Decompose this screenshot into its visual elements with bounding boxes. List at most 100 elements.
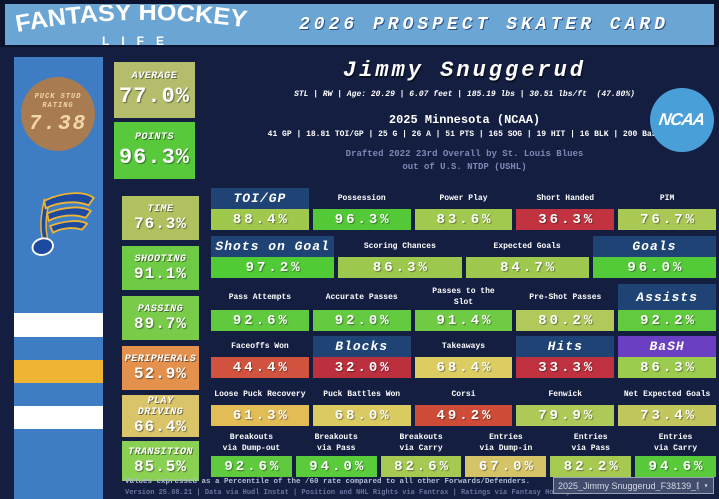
stat-value: 82.2% [550,456,632,477]
stat-cell-scoring-chances: Scoring Chances 86.3% [338,236,462,278]
badge-value: 85.5% [133,457,187,476]
footnote-percentile: Values expressed as a Percentile of the … [125,478,531,486]
gold-stripe [14,360,103,383]
file-selector-dropdown[interactable]: 2025_Jimmy Snuggerud_F38139_N... ▾ [553,477,714,494]
stat-label: Entries via Dump-in [479,433,533,453]
stat-label: Passes to the Slot [432,287,495,307]
stat-cell-power-play: Power Play 83.6% [414,188,513,230]
stat-row-passing: Pass Attempts 92.6% Accurate Passes 92.0… [211,284,716,331]
badge-label: PLAY DRIVING [137,396,184,418]
stat-value: 97.2% [211,257,335,278]
svg-text:FANTASY HOCKEY: FANTASY HOCKEY [13,5,248,37]
stat-label: Goals [592,236,716,257]
category-badge-average: AVERAGE 77.0% [114,62,195,118]
badge-value: 66.4% [133,418,187,436]
fantasy-hockey-arched-logo-icon: FANTASY HOCKEY [13,0,248,38]
team-color-bar: PUCK STUD RATING 7.38 [14,57,103,499]
season-stat-line: 41 GP | 18.81 TOI/GP | 25 G | 26 A | 51 … [267,130,662,139]
stat-cell-toi-gp: TOI/GP 88.4% [211,188,309,230]
stat-cell-loose-puck-recovery: Loose Puck Recovery 61.3% [211,384,309,426]
season-team: 2025 Minnesota (NCAA) [388,113,541,127]
stat-cell-pre-shot-passes: Pre-Shot Passes 80.2% [516,284,615,331]
stat-cell-short-handed: Short Handed 36.3% [516,188,615,230]
stat-label: Faceoffs Won [231,342,289,351]
stat-label: Breakouts via Carry [399,433,443,453]
stat-value: 86.3% [338,257,462,278]
puck-stud-rating-badge: PUCK STUD RATING 7.38 [21,77,95,151]
player-name: Jimmy Snuggerud [342,58,587,83]
category-badge-play-driving: PLAY DRIVING 66.4% [122,395,199,437]
badge-label: TRANSITION [127,446,193,458]
stat-label: Short Handed [536,194,595,203]
page-title: 2026 PROSPECT SKATER CARD [298,15,670,35]
stat-value: 76.7% [618,209,716,230]
stat-value: 92.2% [618,310,716,331]
stat-cell-goals: Goals 96.0% [592,236,716,278]
stat-label: PIM [659,194,675,203]
stat-value: 91.4% [414,310,513,331]
stat-value: 94.0% [295,456,377,477]
stat-label: Takeaways [441,342,486,351]
stat-cell-corsi: Corsi 49.2% [414,384,513,426]
category-badge-points: POINTS 96.3% [114,122,195,179]
stat-cell-breakouts-dump-out: Breakouts via Dump-out 92.6% [211,430,292,477]
draft-info-line1: Drafted 2022 23rd Overall by St. Louis B… [345,149,584,159]
category-badge-time: TIME 76.3% [122,196,199,240]
stat-label: Entries via Carry [653,433,698,453]
stat-cell-takeaways: Takeaways 68.4% [414,336,513,378]
stat-label: Entries via Pass [571,433,610,453]
stat-grid: TOI/GP 88.4% Possession 96.3% Power Play… [211,188,716,477]
player-bio-line: STL | RW | Age: 20.29 | 6.07 feet | 185.… [294,90,635,99]
stat-cell-shots-on-goal: Shots on Goal 97.2% [211,236,335,278]
stat-cell-entries-pass: Entries via Pass 82.2% [550,430,632,477]
stat-row-play-driving: Loose Puck Recovery 61.3% Puck Battles W… [211,384,716,426]
stat-value: 94.6% [635,456,716,477]
stat-value: 82.6% [380,456,462,477]
draft-info-line2: out of U.S. NTDP (USHL) [402,162,527,172]
stat-cell-possession: Possession 96.3% [312,188,411,230]
white-stripe [14,313,103,337]
stat-value: 86.3% [618,357,716,378]
stat-label: Breakouts via Pass [314,433,358,453]
stat-row-peripherals: Faceoffs Won 44.4% Blocks 32.0% Takeaway… [211,336,716,378]
stat-value: 44.4% [211,357,309,378]
stat-label: Shots on Goal [211,236,335,257]
stat-label: Loose Puck Recovery [214,390,306,399]
stat-label: Net Expected Goals [623,390,711,399]
ncaa-logo-text: NCAA [658,110,706,129]
stat-value: 88.4% [211,209,309,230]
stat-value: 33.3% [516,357,615,378]
category-badge-passing: PASSING 89.7% [122,296,199,340]
stat-value: 32.0% [312,357,411,378]
stat-label: Pre-Shot Passes [529,292,602,302]
ncaa-logo-icon: NCAA [650,88,714,152]
stat-row-shooting: Shots on Goal 97.2% Scoring Chances 86.3… [211,236,716,278]
stat-label: Expected Goals [493,242,561,251]
stat-label: Breakouts via Dump-out [222,433,281,453]
chevron-down-icon[interactable]: ▾ [698,480,713,491]
stat-cell-breakouts-carry: Breakouts via Carry 82.6% [380,430,462,477]
stat-row-transition: Breakouts via Dump-out 92.6% Breakouts via… [211,430,716,477]
stat-cell-blocks: Blocks 32.0% [312,336,411,378]
stat-label: Assists [618,284,716,310]
stat-label: Puck Battles Won [323,390,401,399]
stat-cell-entries-dump-in: Entries via Dump-in 67.0% [465,430,547,477]
stat-value: 61.3% [211,405,309,426]
stat-value: 68.4% [414,357,513,378]
badge-label: PASSING [137,303,184,315]
stat-cell-passes-to-the-slot: Passes to the Slot 91.4% [414,284,513,331]
badge-value: 52.9% [133,364,187,383]
stat-value: 92.6% [211,456,292,477]
stat-value: 96.3% [312,209,411,230]
badge-value: 77.0% [118,84,190,109]
stat-label: Scoring Chances [363,242,436,251]
fantasy-hockey-life-logo: FANTASY HOCKEY LIFE [13,0,253,48]
badge-value: 76.3% [133,214,187,233]
logo-subtitle: LIFE [102,34,176,48]
badge-value: 96.3% [118,144,190,170]
file-selector-label: 2025_Jimmy Snuggerud_F38139_N... [558,480,698,491]
stat-cell-breakouts-pass: Breakouts via Pass 94.0% [295,430,377,477]
stat-cell-accurate-passes: Accurate Passes 92.0% [312,284,411,331]
stat-value: 49.2% [414,405,513,426]
